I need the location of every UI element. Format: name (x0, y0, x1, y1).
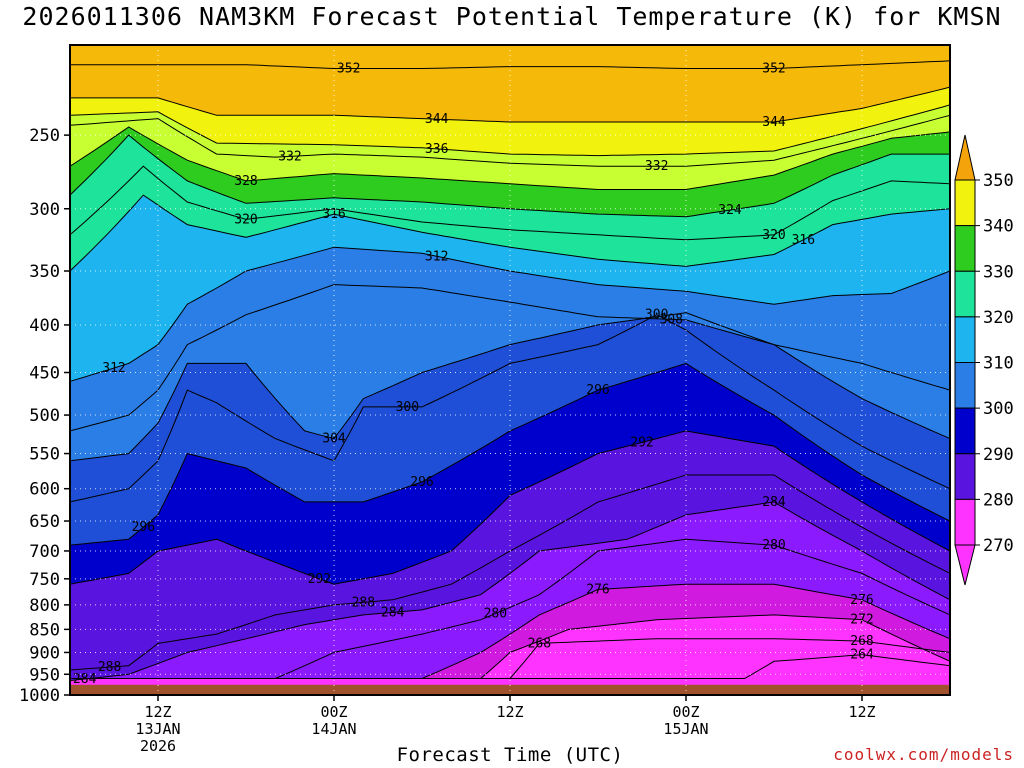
contour-label-276: 276 (586, 582, 609, 597)
colorbar-segment (954, 316, 976, 363)
x-tick-label: 14JAN (311, 720, 356, 738)
y-tick-label: 650 (29, 512, 60, 532)
contour-label-344: 344 (425, 112, 449, 127)
colorbar-segment (954, 453, 976, 500)
contour-label-296: 296 (132, 520, 155, 535)
colorbar-segment (954, 179, 976, 227)
y-tick-label: 800 (29, 596, 60, 616)
contour-label-300: 300 (396, 400, 419, 415)
contour-label-304: 304 (322, 432, 346, 447)
isentrope-320 (70, 165, 950, 241)
x-tick-label: 12Z (496, 703, 523, 721)
isentrope-304 (70, 312, 950, 462)
colorbar-segment (954, 362, 976, 409)
colorbar-label: 320 (983, 308, 1014, 328)
isentrope-280 (70, 538, 950, 679)
isentrope-344 (70, 86, 950, 123)
y-tick-label: 900 (29, 643, 60, 663)
isentrope-336 (70, 104, 950, 157)
colorbar-label: 330 (983, 262, 1014, 282)
colorbar-label: 340 (983, 217, 1014, 237)
isentrope-352 (70, 60, 950, 69)
contour-label-328: 328 (234, 174, 257, 189)
y-tick-label: 850 (29, 620, 60, 640)
contour-label-284: 284 (73, 672, 97, 687)
contour-label-288: 288 (352, 595, 375, 610)
isentrope-300 (70, 314, 950, 503)
x-tick-label: 00Z (320, 703, 347, 721)
colorbar-label: 310 (983, 354, 1014, 374)
colorbar-segment (954, 225, 976, 272)
contour-label-352: 352 (762, 62, 785, 77)
chart-title: 2026011306 NAM3KM Forecast Potential Tem… (22, 2, 1002, 31)
colorbar-segment (954, 270, 976, 318)
x-axis-label: Forecast Time (UTC) (396, 744, 624, 766)
x-tick-label: 00Z (672, 703, 699, 721)
contour-label-316: 316 (792, 233, 815, 248)
contour-label-332: 332 (645, 159, 668, 174)
contour-label-296: 296 (410, 475, 433, 490)
contour-label-352: 352 (337, 62, 360, 77)
contour-label-316: 316 (322, 207, 345, 222)
contour-label-320: 320 (762, 228, 785, 243)
contour-label-312: 312 (425, 249, 448, 264)
contour-label-292: 292 (630, 435, 653, 450)
contour-label-284: 284 (381, 605, 405, 620)
contour-label-292: 292 (308, 572, 331, 587)
y-tick-label: 750 (29, 570, 60, 590)
x-tick-label: 13JAN (135, 720, 180, 738)
y-tick-label: 1000 (19, 686, 60, 706)
credit-link[interactable]: coolwx.com/models (833, 745, 1014, 764)
colorbar-label: 270 (983, 536, 1014, 556)
x-tick-label: 12Z (848, 703, 875, 721)
theta-band-352 (70, 45, 950, 69)
y-tick-label: 600 (29, 480, 60, 500)
isentrope-328 (70, 126, 950, 190)
y-tick-label: 450 (29, 364, 60, 384)
colorbar-segment (954, 407, 976, 455)
y-tick-label: 550 (29, 445, 60, 465)
colorbar-label: 290 (983, 445, 1014, 465)
contour-label-280: 280 (484, 607, 507, 622)
contour-label-320: 320 (234, 212, 257, 227)
colorbar-segment (954, 498, 976, 546)
y-tick-label: 950 (29, 665, 60, 685)
isentrope-308 (70, 284, 950, 432)
x-tick-label: 12Z (144, 703, 171, 721)
contour-label-308: 308 (660, 312, 683, 327)
contour-label-300: 300 (645, 308, 668, 323)
contour-label-324: 324 (718, 203, 742, 218)
contour-label-312: 312 (102, 361, 125, 376)
y-tick-label: 250 (29, 126, 60, 146)
x-tick-label: 2026 (140, 737, 176, 755)
colorbar-label: 350 (983, 171, 1014, 191)
y-tick-label: 400 (29, 316, 60, 336)
isentrope-284 (70, 501, 950, 682)
contour-label-332: 332 (278, 149, 301, 164)
x-tick-label: 15JAN (663, 720, 708, 738)
contour-label-284: 284 (762, 495, 786, 510)
contour-label-288: 288 (98, 660, 121, 675)
colorbar-bottom-arrow (954, 544, 976, 586)
contour-label-268: 268 (528, 636, 551, 651)
colorbar-label: 300 (983, 399, 1014, 419)
y-tick-label: 300 (29, 200, 60, 220)
isentrope-332 (70, 114, 950, 167)
contour-label-344: 344 (762, 115, 786, 130)
contour-label-296: 296 (586, 383, 609, 398)
contour-label-268: 268 (850, 634, 873, 649)
y-tick-label: 500 (29, 406, 60, 426)
isentrope-316 (70, 194, 950, 272)
colorbar-top-arrow (954, 134, 976, 181)
contour-label-336: 336 (425, 142, 448, 157)
y-tick-label: 700 (29, 542, 60, 562)
ground-terrain (70, 684, 950, 695)
y-tick-label: 350 (29, 262, 60, 282)
colorbar-label: 280 (983, 490, 1014, 510)
contour-label-280: 280 (762, 538, 785, 553)
